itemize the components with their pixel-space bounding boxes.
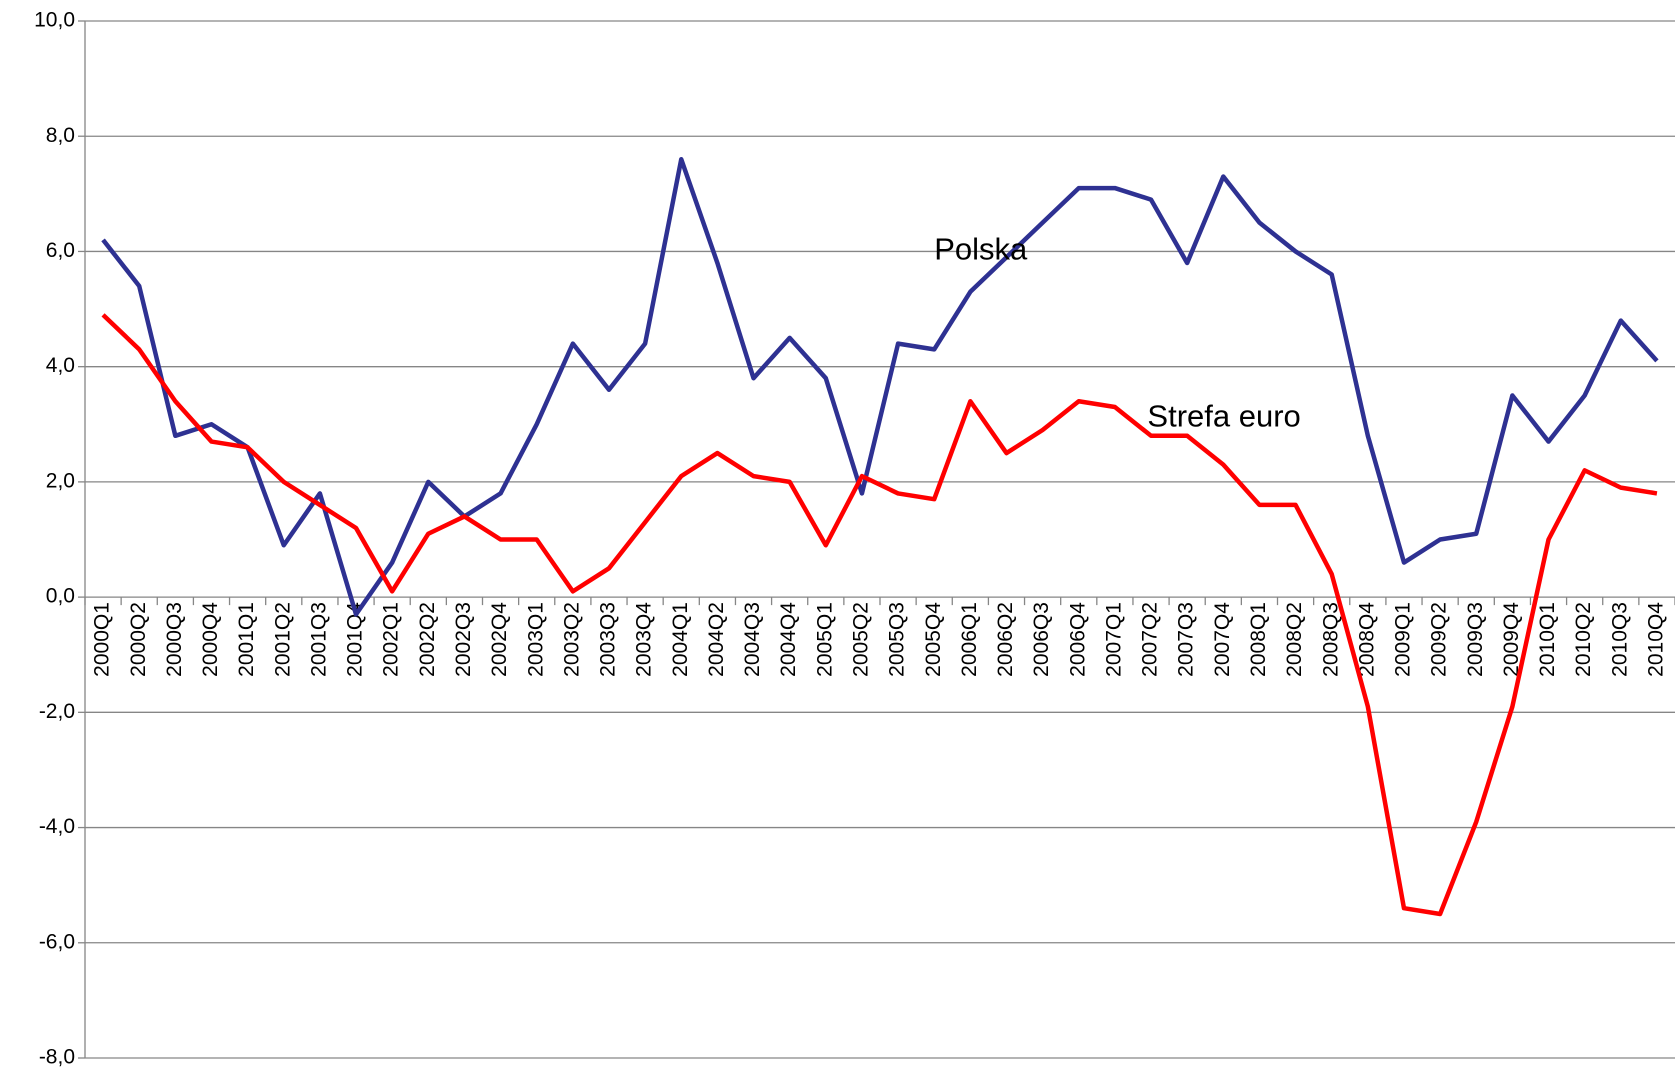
- x-tick-label: 2003Q4: [633, 602, 656, 677]
- y-tick-label: 0,0: [46, 585, 75, 608]
- y-tick-label: -8,0: [39, 1046, 75, 1069]
- x-tick-label: 2002Q2: [416, 602, 439, 677]
- x-tick-label: 2005Q3: [886, 602, 909, 677]
- x-tick-label: 2004Q4: [777, 602, 800, 677]
- x-tick-label: 2001Q2: [271, 602, 294, 677]
- x-tick-label: 2010Q3: [1608, 602, 1631, 677]
- x-tick-label: 2010Q4: [1644, 602, 1667, 677]
- x-tick-label: 2003Q1: [524, 602, 547, 677]
- x-tick-label: 2010Q1: [1536, 602, 1559, 677]
- x-tick-label: 2006Q2: [994, 602, 1017, 677]
- y-tick-label: 6,0: [46, 239, 75, 262]
- x-tick-label: 2010Q2: [1572, 602, 1595, 677]
- x-tick-label: 2009Q4: [1500, 602, 1523, 677]
- x-tick-label: 2008Q2: [1283, 602, 1306, 677]
- y-tick-label: 4,0: [46, 354, 75, 377]
- y-tick-label: -4,0: [39, 815, 75, 838]
- x-tick-label: 2009Q1: [1392, 602, 1415, 677]
- y-tick-label: -6,0: [39, 930, 75, 953]
- x-tick-label: 2002Q1: [380, 602, 403, 677]
- y-tick-label: 2,0: [46, 469, 75, 492]
- x-tick-label: 2006Q4: [1066, 602, 1089, 677]
- x-tick-label: 2001Q4: [344, 602, 367, 677]
- x-tick-label: 2002Q4: [488, 602, 511, 677]
- y-tick-label: -2,0: [39, 700, 75, 723]
- x-tick-label: 2004Q1: [669, 602, 692, 677]
- x-tick-label: 2003Q2: [560, 602, 583, 677]
- x-tick-label: 2005Q1: [813, 602, 836, 677]
- x-tick-label: 2005Q4: [922, 602, 945, 677]
- x-tick-label: 2004Q2: [705, 602, 728, 677]
- x-tick-label: 2006Q3: [1030, 602, 1053, 677]
- series-label: Strefa euro: [1147, 399, 1300, 434]
- series-line: [101, 313, 1658, 917]
- y-tick-label: 8,0: [46, 124, 75, 147]
- x-tick-label: 2005Q2: [849, 602, 872, 677]
- x-tick-label: 2006Q1: [958, 602, 981, 677]
- x-tick-label: 2008Q1: [1247, 602, 1270, 677]
- x-tick-label: 2003Q3: [597, 602, 620, 677]
- x-tick-label: 2000Q2: [127, 602, 150, 677]
- x-tick-label: 2008Q4: [1355, 602, 1378, 677]
- x-tick-label: 2001Q3: [307, 602, 330, 677]
- x-tick-label: 2007Q4: [1211, 602, 1234, 677]
- series-label: Polska: [934, 232, 1028, 267]
- x-tick-label: 2009Q2: [1428, 602, 1451, 677]
- x-tick-label: 2009Q3: [1464, 602, 1487, 677]
- x-tick-label: 2001Q1: [235, 602, 258, 677]
- x-tick-label: 2000Q4: [199, 602, 222, 677]
- x-tick-label: 2004Q3: [741, 602, 764, 677]
- x-tick-label: 2000Q1: [91, 602, 114, 677]
- x-tick-label: 2008Q3: [1319, 602, 1342, 677]
- x-tick-label: 2007Q1: [1102, 602, 1125, 677]
- series-line: [101, 157, 1659, 617]
- x-tick-label: 2007Q2: [1139, 602, 1162, 677]
- x-tick-label: 2002Q3: [452, 602, 475, 677]
- x-tick-label: 2007Q3: [1175, 602, 1198, 677]
- y-tick-label: 10,0: [34, 9, 75, 32]
- x-tick-label: 2000Q3: [163, 602, 186, 677]
